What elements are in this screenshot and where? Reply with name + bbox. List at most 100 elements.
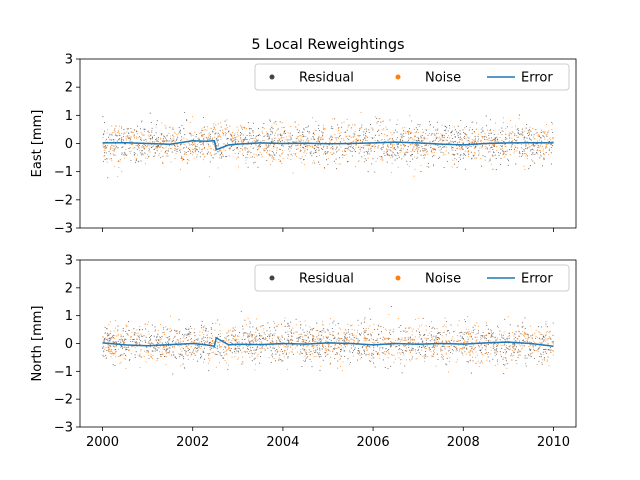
residual-point bbox=[120, 345, 122, 347]
noise-point bbox=[356, 332, 358, 334]
residual-point bbox=[166, 153, 168, 155]
noise-point bbox=[135, 152, 137, 154]
noise-point bbox=[466, 347, 468, 349]
noise-point bbox=[506, 149, 508, 151]
residual-point bbox=[389, 155, 391, 157]
residual-point bbox=[530, 138, 532, 141]
noise-point bbox=[280, 344, 282, 346]
noise-point bbox=[382, 129, 384, 131]
residual-point bbox=[532, 143, 535, 146]
noise-point bbox=[341, 122, 343, 124]
residual-point bbox=[311, 328, 313, 330]
residual-point bbox=[420, 154, 422, 156]
residual-point bbox=[526, 340, 528, 342]
noise-point bbox=[229, 347, 231, 349]
residual-point bbox=[169, 330, 171, 332]
noise-point bbox=[410, 327, 412, 329]
noise-point bbox=[451, 352, 453, 355]
residual-point bbox=[355, 337, 357, 339]
residual-point bbox=[541, 363, 543, 365]
residual-point bbox=[263, 150, 265, 152]
noise-point bbox=[259, 151, 261, 153]
noise-point bbox=[324, 168, 326, 170]
residual-point bbox=[195, 133, 198, 135]
noise-point bbox=[228, 347, 230, 349]
noise-point bbox=[204, 341, 206, 343]
residual-point bbox=[245, 138, 247, 141]
residual-point bbox=[517, 127, 519, 130]
noise-point bbox=[202, 135, 204, 137]
noise-point bbox=[487, 129, 489, 131]
residual-point bbox=[541, 140, 543, 142]
residual-point bbox=[517, 147, 519, 149]
residual-point bbox=[433, 335, 435, 337]
residual-point bbox=[224, 346, 226, 348]
residual-point bbox=[442, 146, 444, 148]
noise-point bbox=[474, 135, 476, 137]
residual-point bbox=[262, 337, 264, 339]
noise-point bbox=[441, 124, 443, 126]
residual-point bbox=[365, 159, 367, 161]
noise-point bbox=[528, 130, 530, 132]
residual-point bbox=[217, 145, 219, 147]
residual-point bbox=[374, 366, 376, 368]
residual-point bbox=[124, 143, 126, 145]
residual-point bbox=[360, 322, 362, 324]
noise-point bbox=[299, 150, 302, 152]
residual-point bbox=[154, 347, 156, 349]
noise-point bbox=[219, 133, 221, 136]
noise-point bbox=[265, 148, 267, 150]
noise-point bbox=[231, 133, 233, 135]
residual-point bbox=[420, 171, 422, 173]
noise-point bbox=[269, 154, 271, 156]
noise-point bbox=[212, 143, 214, 145]
noise-point bbox=[403, 330, 405, 332]
residual-point bbox=[424, 346, 427, 348]
residual-point bbox=[226, 156, 228, 158]
noise-point bbox=[477, 325, 479, 328]
noise-point bbox=[167, 328, 169, 330]
residual-point bbox=[366, 130, 368, 132]
noise-point bbox=[153, 140, 155, 143]
residual-point bbox=[139, 128, 142, 130]
residual-point bbox=[367, 171, 369, 173]
residual-point bbox=[324, 331, 326, 333]
noise-point bbox=[403, 130, 405, 132]
residual-point bbox=[244, 137, 246, 139]
noise-point bbox=[402, 127, 404, 129]
residual-point bbox=[479, 362, 481, 364]
noise-point bbox=[425, 151, 427, 153]
noise-point bbox=[181, 350, 183, 352]
noise-point bbox=[423, 354, 425, 357]
residual-point bbox=[431, 336, 433, 338]
residual-point bbox=[445, 334, 447, 336]
residual-point bbox=[515, 331, 517, 333]
noise-point bbox=[219, 154, 221, 157]
residual-point bbox=[225, 124, 228, 126]
noise-point bbox=[469, 336, 471, 338]
noise-point bbox=[150, 354, 152, 356]
residual-point bbox=[497, 325, 499, 327]
residual-point bbox=[261, 337, 263, 340]
residual-point bbox=[371, 163, 373, 165]
noise-point bbox=[413, 128, 415, 130]
noise-point bbox=[303, 163, 305, 165]
residual-point bbox=[506, 363, 508, 365]
noise-point bbox=[124, 338, 126, 340]
noise-point bbox=[144, 162, 146, 164]
noise-point bbox=[169, 315, 171, 317]
residual-point bbox=[384, 155, 386, 157]
noise-point bbox=[317, 341, 319, 343]
noise-point bbox=[169, 347, 171, 349]
residual-point bbox=[257, 139, 259, 141]
residual-point bbox=[372, 158, 374, 160]
noise-legend-label: Noise bbox=[425, 71, 461, 86]
noise-point bbox=[393, 144, 395, 146]
residual-point bbox=[434, 134, 436, 136]
noise-point bbox=[535, 335, 537, 338]
residual-point bbox=[315, 151, 317, 154]
residual-point bbox=[351, 155, 353, 157]
noise-point bbox=[198, 147, 200, 149]
residual-point bbox=[382, 146, 384, 148]
